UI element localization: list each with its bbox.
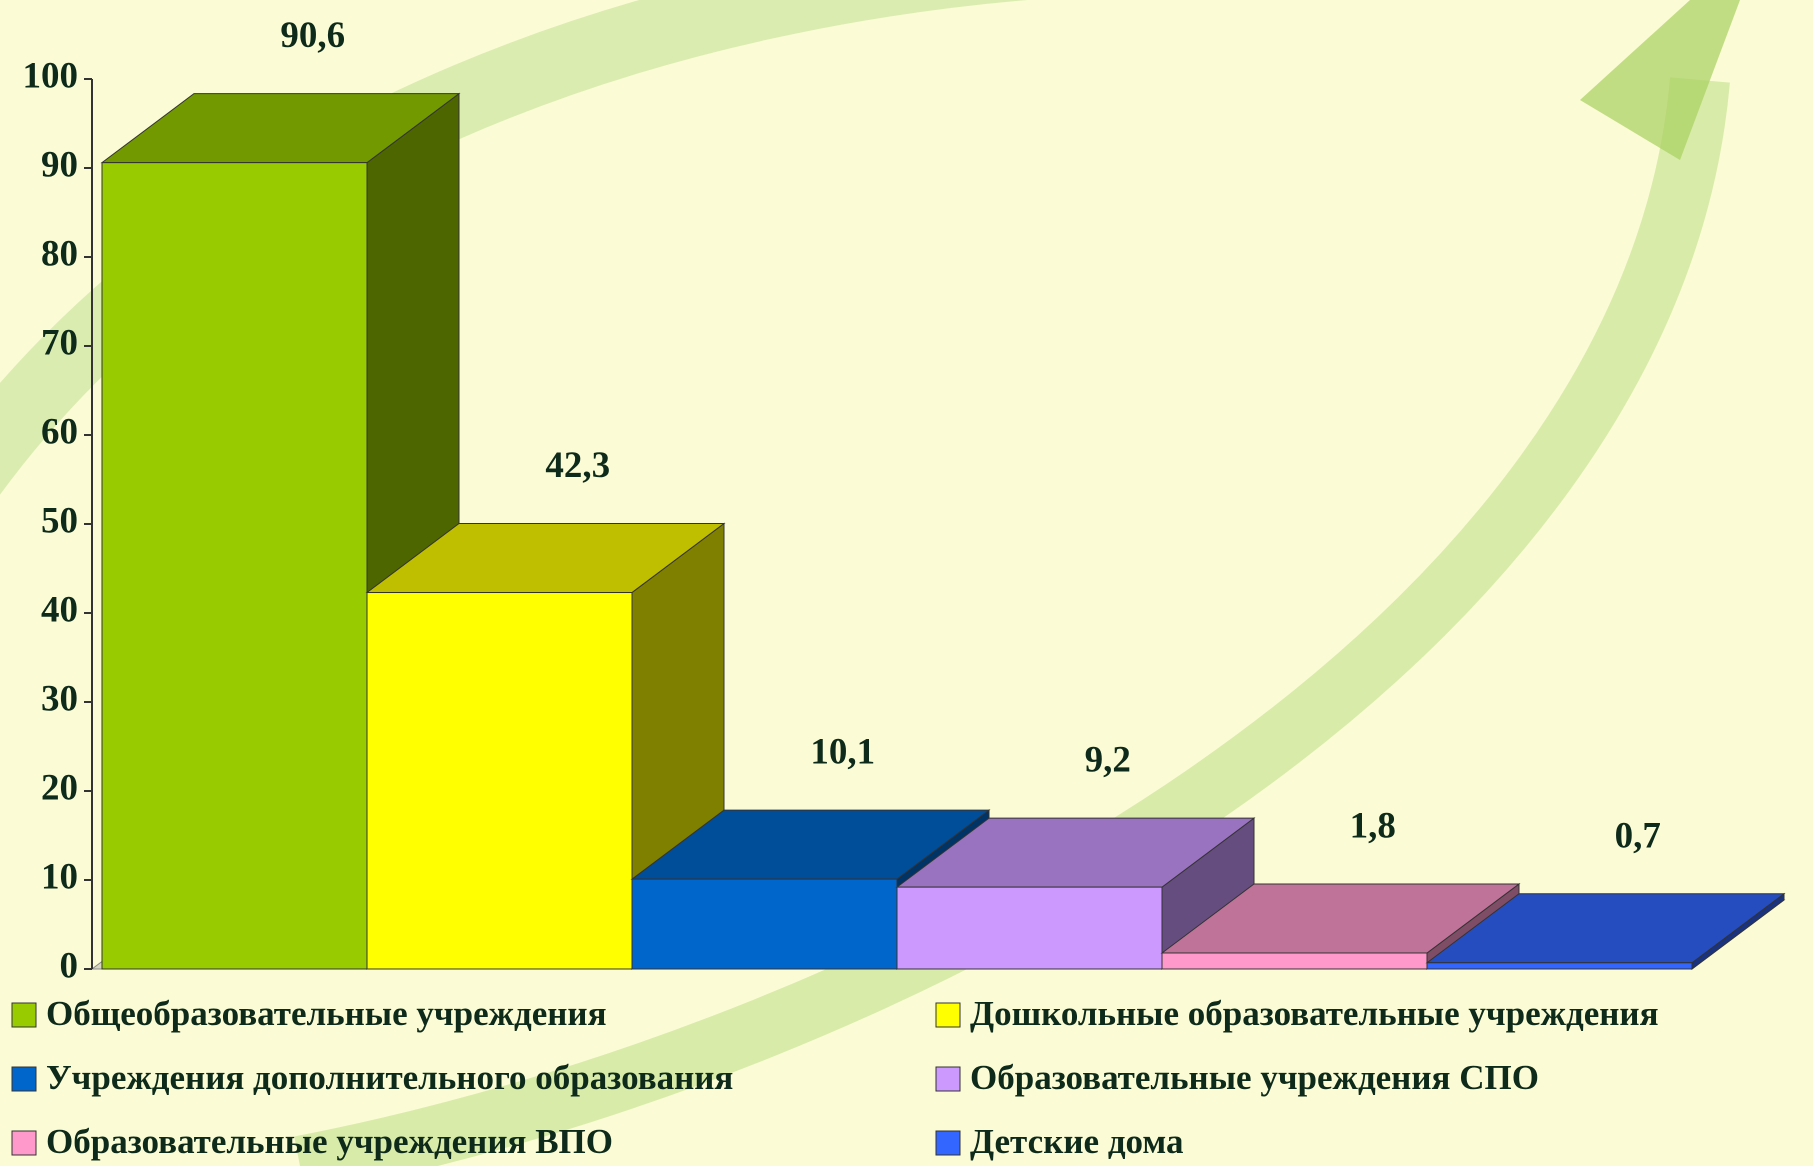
y-tick-label: 100 <box>23 55 79 96</box>
y-tick-label: 10 <box>41 856 78 897</box>
bar-front <box>1162 953 1427 969</box>
y-tick-label: 90 <box>41 144 78 185</box>
chart: 0 10 20 30 40 50 60 70 80 90 100 90,6 42,3 10,1 9,2 1,8… <box>0 0 1813 1166</box>
value-label: 90,6 <box>280 15 345 56</box>
legend-label: Образовательные учреждения ВПО <box>46 1122 613 1161</box>
legend-label: Образовательные учреждения СПО <box>970 1058 1539 1097</box>
value-label: 10,1 <box>810 732 875 773</box>
value-label: 0,7 <box>1615 815 1661 856</box>
bar-front <box>1427 963 1692 969</box>
bar-front <box>632 879 897 969</box>
y-tick-label: 70 <box>41 322 78 363</box>
legend-swatch <box>12 1131 36 1155</box>
y-tick-label: 80 <box>41 233 78 274</box>
legend-label: Общеобразовательные учреждения <box>46 994 607 1033</box>
value-label: 42,3 <box>545 445 610 486</box>
legend-label: Дошкольные образовательные учреждения <box>970 994 1659 1033</box>
y-tick-label: 20 <box>41 767 78 808</box>
legend-label: Учреждения дополнительного образования <box>46 1058 733 1097</box>
legend-label: Детские дома <box>970 1122 1183 1161</box>
bar-front <box>897 887 1162 969</box>
legend-swatch <box>12 1067 36 1091</box>
legend-swatch <box>936 1067 960 1091</box>
y-tick-label: 0 <box>60 945 79 986</box>
bar-front <box>367 593 632 969</box>
bar-front <box>102 163 367 969</box>
y-tick-label: 40 <box>41 589 78 630</box>
value-label: 9,2 <box>1085 740 1131 781</box>
legend-swatch <box>12 1003 36 1027</box>
value-label: 1,8 <box>1350 805 1396 846</box>
y-tick-label: 30 <box>41 678 78 719</box>
legend-swatch <box>936 1003 960 1027</box>
y-tick-label: 60 <box>41 411 78 452</box>
legend-swatch <box>936 1131 960 1155</box>
y-tick-label: 50 <box>41 500 78 541</box>
